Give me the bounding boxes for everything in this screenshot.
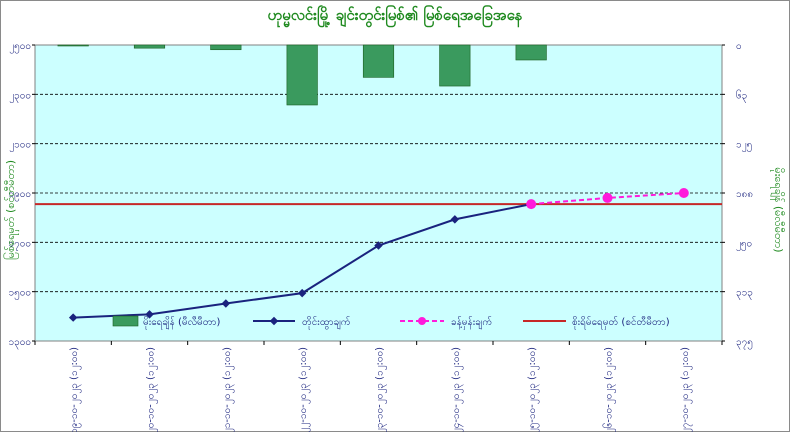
x-category-label: ၂၅-၁၀-၂၀၂၃ (၁၂:၀၀) [527,347,540,432]
x-category-label: ၂၄-၁၀-၂၀၂၃ (၁၂:၀၀) [451,347,464,432]
legend-swatch-rainfall [112,315,139,327]
rainfall-bar [210,44,242,51]
rainfall-bar [57,44,89,47]
x-category-label: ၂၇-၁၀-၂၀၂၃ (၁၂:၀၀) [680,347,693,432]
right-tick-label: ၃၁၃ [736,288,753,301]
left-tick-label: ၂၃၀၀ [9,90,31,103]
left-tick-label: ၁၉၀၀ [9,189,32,202]
legend-marker-observed [269,316,279,326]
observed-point [68,313,78,322]
rainfall-bar [515,44,547,61]
x-category-label: ၁၉-၁၀-၂၀၂၃ (၁၂:၀၀) [69,347,82,432]
rainfall-bar [362,44,395,78]
right-tick-label: ၆၃ [736,88,747,103]
rainfall-bar [133,44,166,49]
chart-title: ဟုမ္မလင်းမြို့ ချင်းတွင်းမြစ်၏ မြစ်ရေအခြ… [267,6,523,24]
legend-label-forecast: ခန့်မှန်းချက် [451,315,492,330]
legend-label-rainfall: မိုးရေချိန် (မီလီမီတာ) [143,315,221,330]
forecast-point [602,192,613,203]
right-axis-title: မိုးရေချိန် (မီလီမီတာ) [770,167,785,252]
right-tick-label: ၁၈၈ [736,189,753,200]
x-category-label: ၂၆-၁၀-၂၀၂၃ (၁၂:၀၀) [602,347,617,432]
rainfall-bar [439,44,471,87]
x-category-label: ၂၀-၁၀-၂၀၂၃ (၁၂:၀၀) [146,347,159,432]
right-tick-label: ၂၅၀ [736,238,752,251]
right-tick-label: ၃၇၅ [736,337,753,350]
right-tick-label: ၁၂၅ [736,140,752,153]
left-axis-title: မြစ်ရေမှတ် (စင်တီမီတာ) [3,160,19,260]
plot-area [34,44,723,342]
left-tick-label: ၂၅၀၀ [9,41,31,54]
observed-point [450,215,460,224]
x-category-label: ၂၂-၁၀-၂၀၂၃ (၁၂:၀၀) [298,347,311,432]
left-tick-label: ၁၃၀၀ [9,337,32,350]
observed-point [374,241,383,250]
forecast-point [526,199,537,210]
observed-point [145,310,154,319]
right-tick-label: ၀ [736,41,742,52]
left-tick-label: ၁၇၀၀ [9,238,32,251]
rainfall-bar [286,44,318,106]
legend-label-danger: စိုးရိမ်ရေမှတ် (စင်တီမီတာ) [572,315,670,330]
legend-label-observed: တိုင်းထွာချက် [302,315,351,330]
observed-point [297,288,307,298]
x-category-label: ၂၁-၁၀-၂၀၂၃ (၁၂:၀၀) [222,347,235,432]
observed-point [221,299,231,308]
x-category-label: ၂၃-၁၀-၂၀၂၃ (၁၂:၀၀) [375,347,388,432]
legend-marker-forecast [418,317,426,325]
forecast-point [678,188,689,198]
left-tick-label: ၂၁၀၀ [9,140,31,153]
left-tick-label: ၁၅၀၀ [9,288,32,301]
